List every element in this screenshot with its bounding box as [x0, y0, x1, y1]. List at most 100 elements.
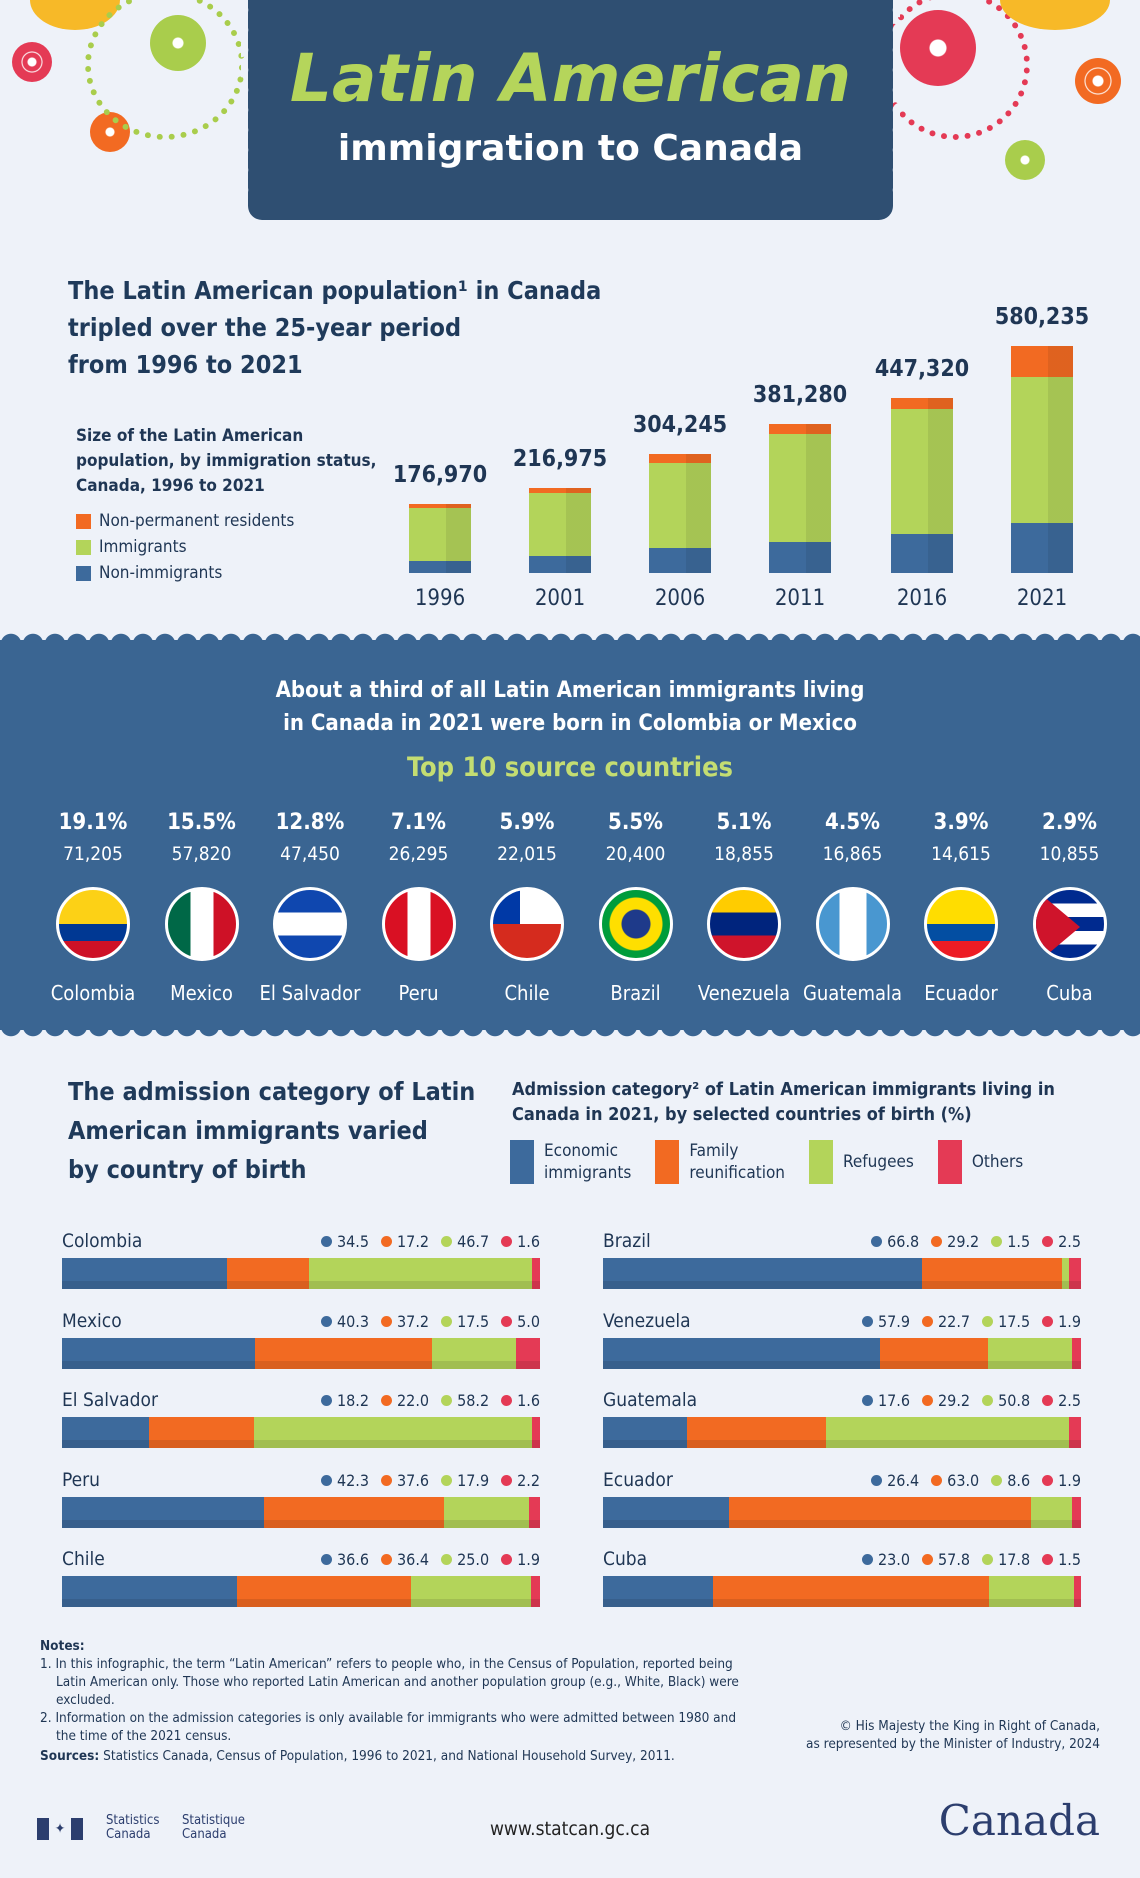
heading-line: tripled over the 25-year period — [68, 313, 462, 342]
country-name: Venezuela — [697, 981, 791, 1005]
value-label: 57.8 — [922, 1550, 970, 1569]
country-colombia: 19.1% 71,205 Colombia — [38, 810, 148, 1005]
value-label: 1.9 — [1042, 1471, 1081, 1490]
row-label: Peru — [62, 1468, 101, 1491]
value-label: 46.7 — [441, 1232, 489, 1251]
heading-line: by country of birth — [68, 1155, 307, 1184]
row-label: Guatemala — [603, 1389, 698, 1411]
row-label: Chile — [62, 1548, 105, 1570]
row-label: Ecuador — [603, 1468, 673, 1491]
row-label: Cuba — [603, 1548, 648, 1570]
legend-swatch — [655, 1140, 680, 1184]
brazil-flag-icon — [598, 887, 673, 961]
country-name: Mexico — [170, 981, 233, 1005]
value-dot-icon — [871, 1474, 883, 1486]
row-values: 23.0 57.8 17.8 1.5 — [861, 1550, 1081, 1569]
legend-swatch — [937, 1140, 962, 1184]
decorative-flower-icon — [1075, 58, 1121, 104]
bar-segment-refugees — [1061, 1258, 1070, 1289]
row-label: El Salvador — [62, 1389, 158, 1411]
sources-text: Statistics Canada, Census of Population,… — [99, 1748, 675, 1764]
value-dot-icon — [931, 1236, 943, 1247]
legend-label: Refugees — [843, 1152, 914, 1172]
guatemala-flag-icon — [815, 887, 890, 961]
bar-segment-family-reunification — [922, 1258, 1062, 1289]
title-banner: Latin American immigration to Canada — [241, 0, 893, 220]
value-label: 40.3 — [320, 1312, 369, 1331]
note-item: 1. In this infographic, the term “Latin … — [40, 1656, 739, 1708]
cuba-flag-icon — [1032, 887, 1107, 961]
value-label: 1.9 — [501, 1550, 540, 1569]
legend-label: Non-permanent residents — [99, 511, 295, 531]
bar-segment-non-immigrants — [1011, 522, 1073, 573]
country-percent: 2.9% — [1042, 810, 1097, 835]
value-label: 58.2 — [441, 1391, 489, 1410]
country-count: 16,865 — [822, 843, 883, 865]
value-label: 37.2 — [381, 1312, 429, 1331]
country-count: 10,855 — [1039, 843, 1100, 865]
legend-swatch — [76, 539, 91, 555]
country-name: Ecuador — [924, 981, 998, 1005]
bar-segment-family-reunification — [237, 1576, 412, 1607]
bar-segment-economic-immigrants — [603, 1576, 713, 1607]
country-count: 57,820 — [171, 843, 232, 865]
value-label: 37.6 — [381, 1471, 429, 1490]
bar-segment-economic-immigrants — [62, 1417, 149, 1448]
value-dot-icon — [1042, 1395, 1054, 1406]
bar-segment-family-reunification — [148, 1417, 255, 1448]
legend-item: Economic immigrants — [510, 1140, 631, 1184]
decorative-flower-icon — [900, 10, 976, 86]
bar-segment-refugees — [988, 1337, 1072, 1369]
bar-segment-immigrants — [529, 493, 591, 556]
population-heading: The Latin American population¹ in Canada… — [68, 272, 601, 383]
bar-segment-economic-immigrants — [603, 1258, 923, 1289]
value-dot-icon — [381, 1236, 393, 1247]
bar-segment-economic-immigrants — [62, 1576, 238, 1607]
country-guatemala: 4.5% 16,865 Guatemala — [798, 810, 908, 1005]
value-dot-icon — [501, 1474, 513, 1486]
bar-segment-non-permanent-residents — [529, 488, 591, 494]
legend-non-permanent: Non-permanent residents — [76, 508, 294, 534]
chart-title-line: population, by immigration status, — [76, 451, 377, 471]
bar-total-label: 381,280 — [752, 381, 848, 408]
value-dot-icon — [441, 1474, 453, 1486]
country-percent: 5.5% — [608, 810, 663, 835]
bar-segment-family-reunification — [226, 1258, 310, 1289]
heading-line: from 1996 to 2021 — [68, 350, 303, 379]
value-dot-icon — [381, 1474, 393, 1486]
bar-segment-family-reunification — [879, 1337, 989, 1369]
value-dot-icon — [991, 1236, 1003, 1247]
bar-total-label: 580,235 — [994, 303, 1090, 330]
value-dot-icon — [931, 1474, 943, 1486]
top-countries-band: About a third of all Latin American immi… — [0, 640, 1140, 1040]
row-values: 40.3 37.2 17.5 5.0 — [320, 1312, 540, 1331]
country-ecuador: 3.9% 14,615 Ecuador — [906, 810, 1016, 1005]
value-label: 22.0 — [381, 1391, 429, 1410]
bar-segment-refugees — [1030, 1496, 1072, 1528]
bar-segment-non-permanent-residents — [891, 397, 953, 410]
value-dot-icon — [861, 1554, 873, 1565]
country-percent: 5.9% — [499, 810, 555, 835]
bar-segment-others — [530, 1576, 540, 1607]
row-values: 36.6 36.4 25.0 1.9 — [320, 1550, 540, 1569]
value-label: 17.8 — [982, 1550, 1030, 1569]
row-label: Brazil — [603, 1230, 651, 1252]
legend-immigrants: Immigrants — [76, 534, 294, 560]
website-link[interactable]: www.statcan.gc.ca — [489, 1818, 651, 1840]
value-dot-icon — [501, 1236, 513, 1247]
value-dot-icon — [381, 1395, 393, 1406]
value-label: 1.5 — [991, 1232, 1030, 1251]
value-dot-icon — [441, 1236, 453, 1247]
bar-segment-immigrants — [409, 507, 471, 561]
row-values: 17.6 29.2 50.8 2.5 — [861, 1391, 1081, 1410]
value-label: 22.7 — [922, 1312, 970, 1331]
year-tick-label: 2011 — [774, 586, 826, 611]
bar-segment-family-reunification — [712, 1576, 989, 1607]
sources-label: Sources: — [40, 1748, 100, 1764]
bar-segment-others — [1069, 1258, 1081, 1289]
colombia-flag-icon — [56, 887, 130, 961]
copyright: © His Majesty the King in Right of Canad… — [806, 1717, 1100, 1753]
bar-total-label: 304,245 — [632, 411, 728, 438]
row-values: 34.5 17.2 46.7 1.6 — [320, 1232, 540, 1251]
chart-title-line: Canada, 1996 to 2021 — [76, 476, 265, 496]
